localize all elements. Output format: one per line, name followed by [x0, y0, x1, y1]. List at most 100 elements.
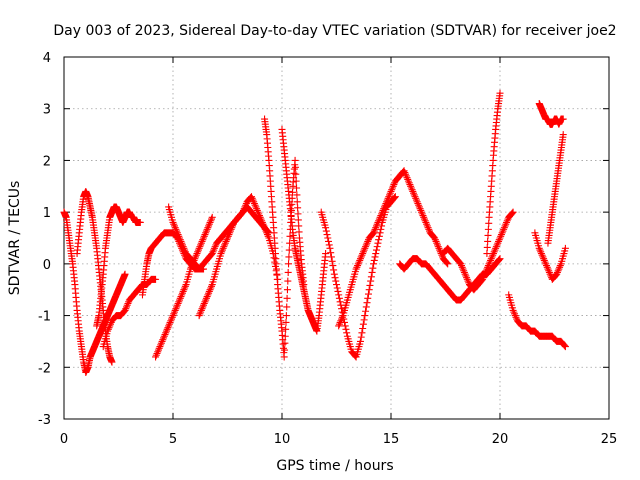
data-point [203, 225, 211, 233]
data-point [335, 291, 343, 299]
data-point [157, 339, 165, 347]
y-tick-label: -3 [38, 413, 51, 428]
data-point [209, 248, 217, 256]
chart-title: Day 003 of 2023, Sidereal Day-to-day VTE… [53, 23, 616, 39]
data-point [292, 177, 300, 185]
x-tick-label: 15 [383, 432, 400, 447]
data-point [559, 131, 567, 139]
series-prn-i [261, 115, 308, 361]
data-point [419, 212, 427, 220]
data-point [330, 270, 338, 278]
data-point [281, 339, 289, 347]
y-tick-label: 1 [43, 206, 51, 221]
data-point [387, 187, 395, 195]
data-point [356, 337, 364, 345]
data-point [370, 256, 378, 264]
data-point [171, 306, 179, 314]
data-point [388, 184, 396, 192]
data-point [417, 206, 425, 214]
data-point [198, 237, 206, 245]
data-point [242, 201, 250, 209]
data-point [176, 236, 184, 244]
data-point [546, 270, 554, 278]
series-prn-n [439, 208, 517, 294]
data-point [556, 263, 564, 271]
data-point [355, 258, 363, 266]
data-point [336, 298, 344, 306]
data-point [351, 352, 359, 360]
data-point [169, 312, 177, 320]
data-point [253, 206, 261, 214]
data-point [495, 256, 503, 264]
data-point [373, 220, 381, 228]
data-point [359, 250, 367, 258]
data-point [354, 262, 362, 270]
data-point [291, 156, 299, 164]
data-point [383, 196, 391, 204]
data-point [136, 218, 144, 226]
data-point [369, 264, 377, 272]
data-point [196, 310, 204, 318]
data-point [421, 217, 429, 225]
data-point [152, 353, 160, 361]
data-point [407, 184, 415, 192]
data-point [192, 253, 200, 261]
data-point [390, 181, 398, 189]
data-point [494, 239, 502, 247]
data-point [364, 290, 372, 298]
data-point [463, 275, 471, 283]
data-point [197, 241, 205, 249]
data-point [362, 243, 370, 251]
data-point [416, 205, 424, 213]
data-point [489, 251, 497, 259]
data-point [264, 232, 272, 240]
data-point [250, 198, 258, 206]
data-point [499, 227, 507, 235]
data-point [248, 194, 256, 202]
data-point [206, 218, 214, 226]
data-point [536, 246, 544, 254]
data-point [200, 234, 208, 242]
data-point [503, 217, 511, 225]
data-point [359, 320, 367, 328]
data-point [192, 251, 200, 259]
series-prn-r [535, 100, 567, 128]
data-point [202, 229, 210, 237]
data-point [425, 225, 433, 233]
data-point [282, 312, 290, 320]
data-point [174, 231, 182, 239]
data-point [431, 236, 439, 244]
data-point [257, 215, 265, 223]
data-point [281, 346, 289, 354]
data-point [538, 251, 546, 259]
data-point [323, 231, 331, 239]
y-tick-label: -1 [38, 310, 51, 325]
data-point [206, 286, 214, 294]
data-point [294, 210, 302, 218]
data-point [375, 236, 383, 244]
data-point [180, 244, 188, 252]
data-point [402, 172, 410, 180]
data-point [255, 210, 263, 218]
data-point [158, 337, 166, 345]
data-point [169, 218, 177, 226]
data-point [484, 231, 492, 239]
data-point [496, 255, 504, 263]
data-point [503, 218, 511, 226]
data-point [364, 237, 372, 245]
data-point [511, 312, 519, 320]
data-point [561, 244, 569, 252]
data-point [170, 220, 178, 228]
data-point [442, 258, 450, 266]
data-point [356, 256, 364, 264]
data-point [261, 225, 269, 233]
data-point [553, 268, 561, 276]
data-point [357, 253, 365, 261]
data-point [500, 224, 508, 232]
data-point [194, 248, 202, 256]
data-point [285, 260, 293, 268]
data-point [561, 342, 569, 350]
data-point [253, 205, 261, 213]
data-point [329, 262, 337, 270]
